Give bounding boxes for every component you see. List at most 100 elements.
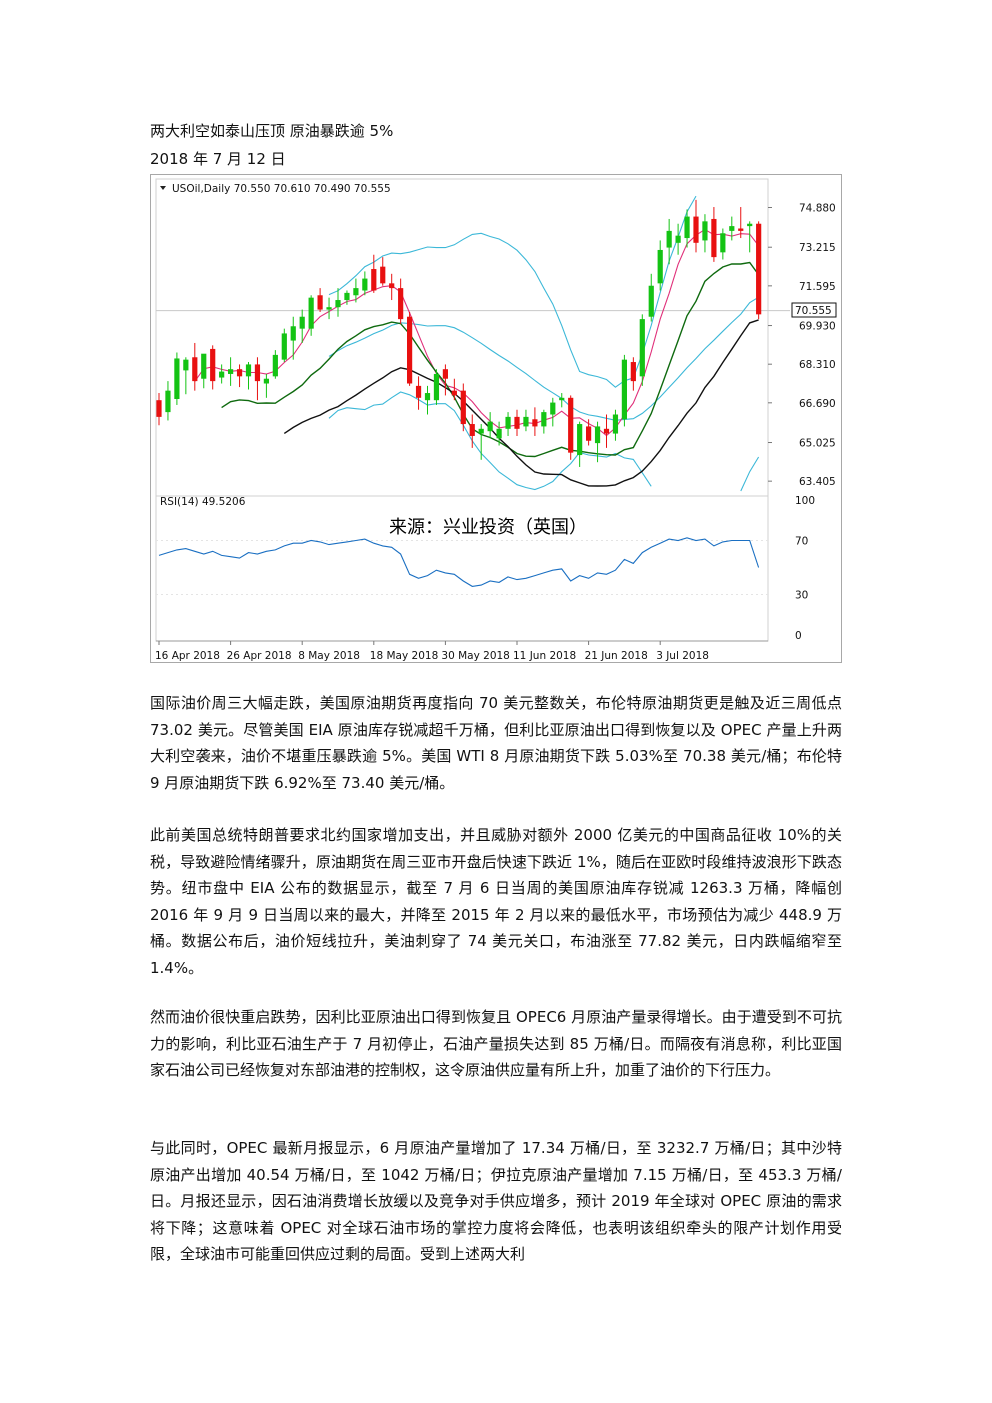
candle-bullish xyxy=(747,221,753,253)
candle-bullish xyxy=(648,273,654,322)
candle-body xyxy=(666,230,672,248)
candle-bullish xyxy=(720,228,726,260)
candle-body xyxy=(398,288,404,320)
candle-bullish xyxy=(523,409,529,432)
candle-body xyxy=(389,283,395,289)
candle-body xyxy=(219,371,225,378)
candle-bullish xyxy=(541,409,547,434)
candle-bullish xyxy=(281,328,287,363)
candle-bearish xyxy=(711,207,717,262)
candle-bullish xyxy=(272,350,278,379)
candle-bullish xyxy=(478,424,484,460)
price-tick-label: 73.215 xyxy=(799,242,836,254)
candle-body xyxy=(594,426,601,444)
candle-bearish xyxy=(738,207,744,239)
paragraph-3: 然而油价很快重启跌势，因利比亚原油出口得到恢复且 OPEC6 月原油产量录得增长… xyxy=(150,1008,842,1079)
candle-body xyxy=(335,300,341,308)
candle-body xyxy=(228,369,234,374)
candle-body xyxy=(317,295,323,310)
candle-bearish xyxy=(460,383,466,432)
candle-body xyxy=(210,348,216,382)
x-tick-label: 30 May 2018 xyxy=(441,650,509,662)
candle-bullish xyxy=(290,316,296,360)
candle-body xyxy=(523,416,529,427)
candle-body xyxy=(586,426,592,441)
candle-bullish xyxy=(353,278,359,303)
candle-bullish xyxy=(228,357,234,386)
candle-body xyxy=(451,390,457,396)
price-tick-label: 69.930 xyxy=(799,321,836,333)
article-title: 两大利空如泰山压顶 原油暴跌逾 5% xyxy=(150,122,394,140)
candle-bearish xyxy=(254,357,261,401)
candle-body xyxy=(174,358,180,399)
candle-bearish xyxy=(371,254,377,293)
candle-body xyxy=(201,353,207,379)
candle-body xyxy=(729,226,735,231)
candle-body xyxy=(272,354,278,377)
candle-body xyxy=(415,385,422,398)
current-price-label: 70.555 xyxy=(795,305,832,317)
x-tick-label: 3 Jul 2018 xyxy=(656,650,709,662)
candle-bullish xyxy=(165,381,171,421)
x-tick-label: 21 Jun 2018 xyxy=(585,650,648,662)
price-tick-label: 74.880 xyxy=(799,203,836,215)
candle-body xyxy=(630,362,636,382)
candle-body xyxy=(568,397,574,453)
candle-bearish xyxy=(389,273,395,301)
candle-bullish xyxy=(362,271,368,296)
candle-bullish xyxy=(729,216,735,241)
source-watermark: 来源：兴业投资（英国） xyxy=(389,517,587,538)
candle-body xyxy=(496,428,502,439)
paragraph-4: 与此同时，OPEC 最新月报显示，6 月原油产量增加了 17.34 万桶/日，至… xyxy=(150,1139,842,1263)
candle-bullish xyxy=(612,409,619,441)
candle-body xyxy=(192,357,198,382)
candle-body xyxy=(183,359,189,371)
candle-body xyxy=(577,424,583,456)
price-tick-label: 65.025 xyxy=(799,438,836,450)
candle-body xyxy=(442,369,448,379)
candle-body xyxy=(621,359,627,420)
rsi-tick-label: 70 xyxy=(795,536,808,548)
candle-body xyxy=(657,249,663,284)
candle-bearish xyxy=(451,378,457,401)
candle-bullish xyxy=(559,393,565,408)
candle-bullish xyxy=(344,290,350,305)
candle-bearish xyxy=(603,414,610,448)
candle-bearish xyxy=(415,376,422,410)
candle-body xyxy=(514,416,520,429)
candle-body xyxy=(639,319,645,377)
ma-fast-line xyxy=(194,228,760,437)
candle-body xyxy=(612,414,619,434)
candle-bullish xyxy=(657,240,663,291)
candle-body xyxy=(469,424,475,436)
candle-bullish xyxy=(702,214,708,253)
candle-bearish xyxy=(693,199,699,253)
candle-body xyxy=(550,402,556,415)
candle-body xyxy=(559,397,565,401)
candle-body xyxy=(505,416,511,429)
chart-svg: 74.880 73.215 71.595 69.930 68.310 66.690 65.0… xyxy=(150,174,842,663)
candle-body xyxy=(407,316,413,384)
candle-bullish xyxy=(550,397,556,427)
candle-bearish xyxy=(568,395,574,460)
candle-body xyxy=(165,390,171,413)
candle-body xyxy=(344,292,350,301)
candle-body xyxy=(353,288,359,296)
candle-body xyxy=(290,326,296,341)
chart-header-text: USOil,Daily 70.550 70.610 70.490 70.555 xyxy=(172,183,391,195)
candle-bullish xyxy=(666,218,672,265)
candle-bullish xyxy=(621,354,627,427)
paragraph-2: 此前美国总统特朗普要求北约国家增加支出，并且威胁对额外 2000 亿美元的中国商… xyxy=(150,826,842,977)
candle-bullish xyxy=(201,353,207,389)
rsi-tick-label: 100 xyxy=(795,495,815,507)
candle-body xyxy=(380,266,386,284)
candle-body xyxy=(478,428,484,434)
candle-body xyxy=(756,223,762,315)
candle-bullish xyxy=(308,295,314,336)
candle-bearish xyxy=(532,407,538,436)
price-tick-label: 71.595 xyxy=(799,281,836,293)
x-tick-label: 16 Apr 2018 xyxy=(155,650,220,662)
candle-bearish xyxy=(469,414,475,448)
candle-body xyxy=(603,428,610,434)
